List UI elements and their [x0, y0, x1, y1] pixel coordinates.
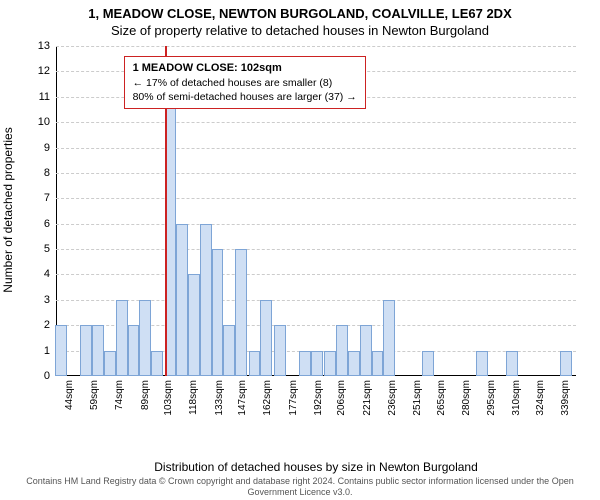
x-axis-label: Distribution of detached houses by size …: [56, 460, 576, 474]
x-tick-label: 236sqm: [387, 380, 398, 416]
plot-area: 01234567891011121344sqm59sqm74sqm89sqm10…: [56, 46, 576, 376]
grid-line: [56, 224, 576, 225]
y-tick-label: 4: [26, 268, 50, 280]
property-size-chart: 1, MEADOW CLOSE, NEWTON BURGOLAND, COALV…: [0, 0, 600, 500]
histogram-bar: [372, 351, 384, 376]
annotation-line: 80% of semi-detached houses are larger (…: [133, 90, 357, 104]
histogram-bar: [55, 325, 67, 376]
histogram-bar: [200, 224, 212, 376]
histogram-bar: [176, 224, 188, 376]
histogram-bar: [360, 325, 372, 376]
y-axis-label: Number of detached properties: [1, 127, 15, 292]
y-tick-label: 9: [26, 142, 50, 154]
histogram-bar: [422, 351, 434, 376]
histogram-bar: [104, 351, 116, 376]
x-tick-label: 89sqm: [140, 380, 151, 410]
histogram-bar: [348, 351, 360, 376]
x-tick-label: 295sqm: [486, 380, 497, 416]
x-tick-label: 221sqm: [362, 380, 373, 416]
x-tick-label: 265sqm: [436, 380, 447, 416]
y-tick-label: 13: [26, 40, 50, 52]
histogram-bar: [116, 300, 128, 376]
histogram-bar: [476, 351, 488, 376]
grid-line: [56, 46, 576, 47]
footer-attribution: Contains HM Land Registry data © Crown c…: [0, 476, 600, 498]
x-tick-label: 147sqm: [237, 380, 248, 416]
y-tick-label: 0: [26, 370, 50, 382]
x-tick-label: 103sqm: [163, 380, 174, 416]
x-tick-label: 118sqm: [188, 380, 199, 415]
chart-title: 1, MEADOW CLOSE, NEWTON BURGOLAND, COALV…: [0, 0, 600, 21]
histogram-bar: [223, 325, 235, 376]
y-tick-label: 12: [26, 65, 50, 77]
histogram-bar: [235, 249, 247, 376]
y-tick-label: 2: [26, 319, 50, 331]
histogram-bar: [336, 325, 348, 376]
x-tick-label: 59sqm: [89, 380, 100, 410]
histogram-bar: [212, 249, 224, 376]
x-tick-label: 251sqm: [412, 380, 423, 416]
histogram-bar: [188, 274, 200, 376]
histogram-bar: [139, 300, 151, 376]
annotation-box: 1 MEADOW CLOSE: 102sqm← 17% of detached …: [124, 56, 366, 109]
chart-subtitle: Size of property relative to detached ho…: [0, 21, 600, 38]
x-tick-label: 192sqm: [313, 380, 324, 416]
y-tick-label: 3: [26, 294, 50, 306]
grid-line: [56, 173, 576, 174]
histogram-bar: [274, 325, 286, 376]
grid-line: [56, 198, 576, 199]
y-tick-label: 6: [26, 218, 50, 230]
y-tick-label: 7: [26, 192, 50, 204]
y-tick-label: 11: [26, 91, 50, 103]
x-tick-label: 133sqm: [214, 380, 225, 416]
x-tick-label: 74sqm: [114, 380, 125, 410]
y-tick-label: 8: [26, 167, 50, 179]
y-tick-label: 5: [26, 243, 50, 255]
grid-line: [56, 122, 576, 123]
annotation-line: ← 17% of detached houses are smaller (8): [133, 76, 357, 90]
histogram-bar: [128, 325, 140, 376]
histogram-bar: [324, 351, 336, 376]
histogram-bar: [506, 351, 518, 376]
y-tick-label: 10: [26, 116, 50, 128]
histogram-bar: [560, 351, 572, 376]
histogram-bar: [299, 351, 311, 376]
histogram-bar: [92, 325, 104, 376]
x-tick-label: 310sqm: [511, 380, 522, 416]
y-tick-label: 1: [26, 345, 50, 357]
x-tick-label: 324sqm: [535, 380, 546, 416]
x-tick-label: 177sqm: [288, 380, 299, 416]
annotation-title: 1 MEADOW CLOSE: 102sqm: [133, 61, 357, 76]
x-tick-label: 206sqm: [336, 380, 347, 416]
histogram-bar: [383, 300, 395, 376]
x-tick-label: 162sqm: [262, 380, 273, 416]
histogram-bar: [311, 351, 323, 376]
x-tick-label: 339sqm: [560, 380, 571, 416]
x-tick-label: 280sqm: [461, 380, 472, 416]
grid-line: [56, 249, 576, 250]
grid-line: [56, 300, 576, 301]
grid-line: [56, 148, 576, 149]
histogram-bar: [151, 351, 163, 376]
histogram-bar: [249, 351, 261, 376]
histogram-bar: [80, 325, 92, 376]
x-tick-label: 44sqm: [64, 380, 75, 410]
grid-line: [56, 274, 576, 275]
histogram-bar: [260, 300, 272, 376]
